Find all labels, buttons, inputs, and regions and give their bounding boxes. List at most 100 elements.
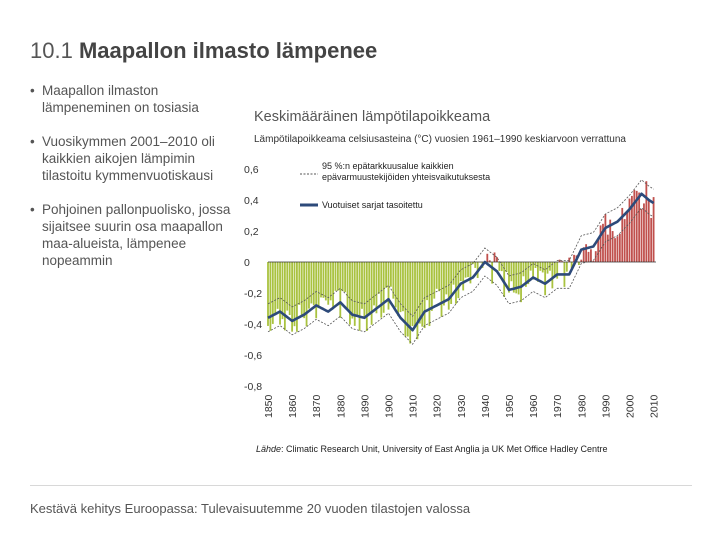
annual-bar (599, 225, 602, 262)
annual-bar (493, 252, 496, 262)
annual-bar (452, 262, 455, 285)
annual-bar (633, 189, 636, 262)
source-label: Lähde (256, 444, 282, 454)
x-tick-label: 1930 (456, 394, 468, 418)
annual-bar (276, 262, 279, 309)
slide-number: 10.1 (30, 38, 73, 63)
annual-bar (312, 262, 315, 306)
footer-text: Kestävä kehitys Euroopassa: Tulevaisuute… (30, 501, 471, 516)
bullet-list: • Maapallon ilmaston lämpeneminen on tosi… (30, 82, 240, 286)
annual-bar (638, 192, 641, 262)
annual-bar (650, 217, 653, 262)
annual-bar (573, 254, 575, 262)
bullet-text: Pohjoinen pallonpuolisko, jossa sijaitse… (42, 202, 231, 268)
chart-title: Keskimääräinen lämpötilapoikkeama (254, 109, 491, 125)
x-tick-label: 1850 (263, 394, 275, 418)
annual-bar (286, 262, 289, 311)
annual-bar (332, 262, 334, 308)
bullet-item: • Vuosikymmen 2001–2010 oli kaikkien aiko… (30, 133, 240, 184)
annual-bar (305, 262, 308, 327)
annual-bar (267, 262, 269, 326)
annual-bar (491, 262, 494, 284)
y-tick-label: 0 (244, 257, 250, 269)
annual-bar (438, 262, 441, 292)
x-tick-label: 1890 (359, 394, 371, 418)
annual-bar (474, 262, 477, 268)
annual-bar (455, 262, 457, 304)
annual-bar (409, 262, 412, 344)
annual-bar (630, 195, 633, 262)
annual-bar (570, 262, 573, 269)
annual-bar (291, 262, 294, 332)
annual-bar (329, 262, 332, 301)
annual-bar (361, 262, 363, 309)
legend-label-smoothed: Vuotuiset sarjat tasoitettu (322, 200, 423, 210)
annual-bar (428, 262, 431, 327)
y-tick-label: -0,6 (244, 350, 262, 362)
annual-bar (534, 262, 537, 269)
annual-bar (358, 262, 361, 331)
annual-bar (387, 262, 390, 310)
annual-bar (397, 262, 400, 317)
x-tick-label: 1920 (432, 394, 444, 418)
y-tick-label: 0,2 (244, 226, 259, 238)
x-tick-label: 1860 (287, 394, 299, 418)
annual-bar (553, 262, 556, 276)
annual-bar (544, 262, 547, 296)
annual-bar (556, 262, 559, 279)
chart-subtitle: Lämpötilapoikkeama celsiusasteina (°C) v… (254, 134, 626, 145)
annual-bar (616, 236, 619, 262)
annual-bar (423, 262, 426, 329)
annual-bar (580, 259, 583, 262)
annual-bar (426, 262, 428, 301)
annual-bar (558, 259, 561, 262)
annual-bar (288, 262, 291, 316)
y-tick-label: -0,4 (244, 319, 262, 331)
annual-bar (399, 262, 402, 313)
annual-bar (315, 262, 318, 319)
slide-title-text: Maapallon ilmasto lämpenee (78, 38, 378, 63)
annual-bar (447, 262, 450, 310)
annual-bar (336, 262, 339, 291)
x-tick-label: 1900 (383, 394, 395, 418)
smoothed-series-line (267, 192, 655, 332)
annual-bar (317, 262, 320, 309)
bullet-text: Vuosikymmen 2001–2010 oli kaikkien aikoj… (42, 134, 215, 183)
y-axis-ticks: 0,6 0,4 0,2 0 -0,2 -0,4 -0,6 -0,8 (244, 164, 262, 393)
annual-bar (274, 262, 277, 316)
y-tick-label: 0,6 (244, 164, 259, 176)
annual-bar (541, 262, 544, 273)
annual-bar (609, 219, 612, 262)
annual-bar (551, 262, 554, 289)
annual-bar (341, 262, 344, 292)
annual-bar (394, 262, 397, 308)
bullet-item: • Pohjoinen pallonpuolisko, jossa sijaits… (30, 201, 240, 269)
annual-bar (503, 262, 506, 297)
annual-bar (368, 262, 371, 313)
annual-bar (592, 260, 595, 262)
annual-bar (281, 262, 284, 320)
x-axis-ticks: 1850 1860 1870 1880 1890 1900 1910 1920 1930 1940… (263, 394, 661, 418)
annual-bar (645, 181, 648, 262)
annual-bar (524, 262, 527, 287)
annual-bar (515, 262, 518, 294)
annual-bar (457, 262, 460, 299)
annual-bar (351, 262, 354, 319)
annual-bar (406, 262, 409, 337)
x-tick-label: 2000 (624, 394, 636, 418)
annual-bar (606, 234, 609, 262)
temperature-anomaly-chart: 0,60,40,20-0,2-0,4-0,6-0,8 1850 1860 1870 1… (244, 161, 661, 418)
bullet-text: Maapallon ilmaston lämpeneminen on tosia… (42, 83, 199, 115)
annual-bar (411, 262, 414, 326)
annual-bar (462, 262, 465, 291)
annual-bar (467, 262, 469, 278)
annual-bar (445, 262, 448, 295)
slide-title: 10.1 Maapallon ilmasto lämpenee (30, 38, 377, 64)
annual-bar (512, 262, 515, 293)
annual-bar (308, 262, 310, 309)
annual-bar (324, 262, 327, 301)
annual-bar (587, 251, 590, 262)
annual-bar (300, 262, 303, 318)
annual-bar (527, 262, 530, 285)
annual-bar (602, 223, 604, 262)
